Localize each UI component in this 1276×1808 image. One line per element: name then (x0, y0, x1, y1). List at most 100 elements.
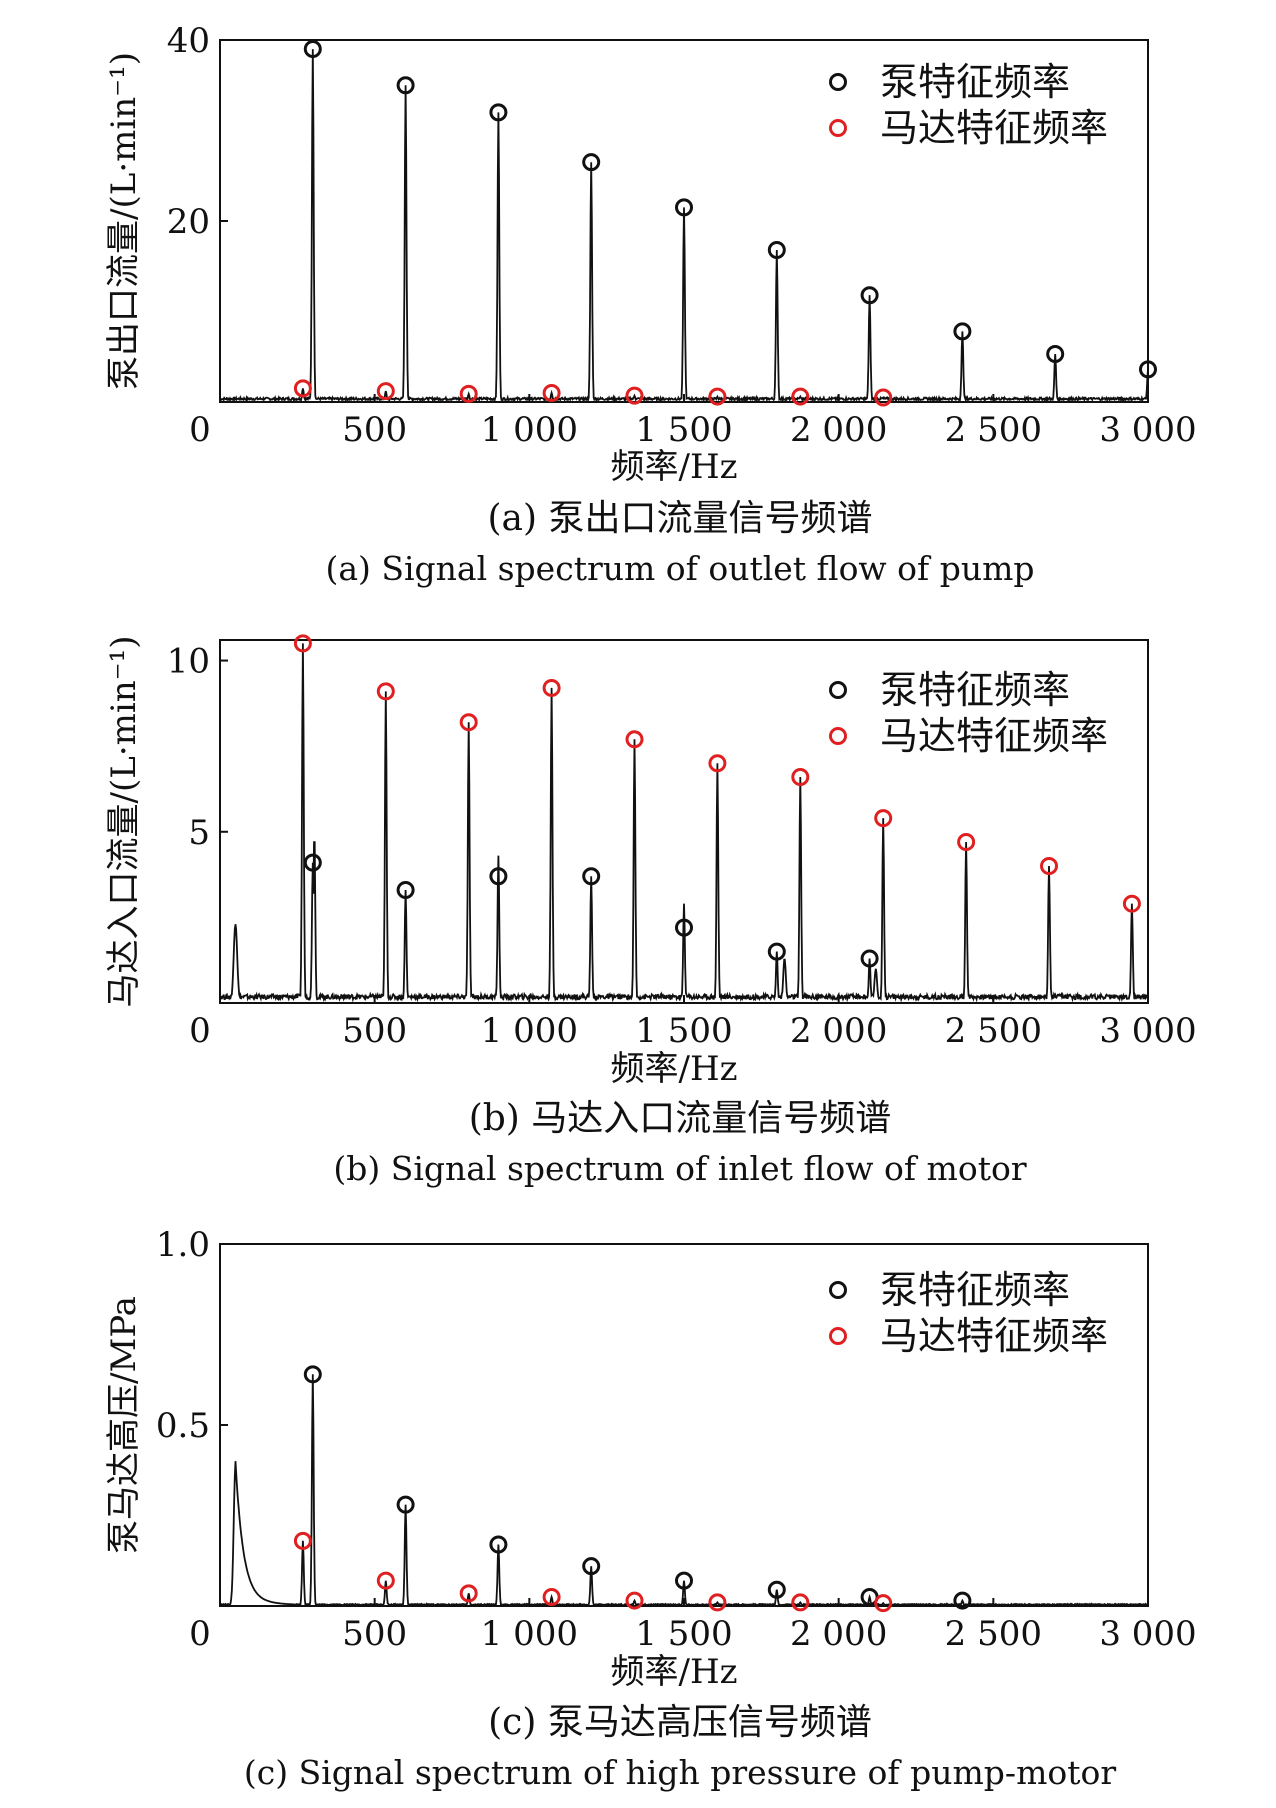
x-tick-label: 0 (189, 1614, 211, 1654)
spectrum-line (219, 49, 1149, 404)
pump-frequency-marker (303, 40, 322, 59)
x-tick-label: 0 (189, 1011, 211, 1051)
y-tick-label: 1.0 (156, 1225, 210, 1265)
legend-motor-marker (829, 1327, 847, 1345)
motor-frequency-marker (293, 379, 312, 398)
pump-frequency-marker (396, 880, 415, 899)
legend-motor-marker (829, 119, 847, 137)
x-tick-label: 2 500 (945, 410, 1042, 450)
x-tick-label: 500 (342, 1011, 407, 1051)
motor-frequency-marker (791, 387, 810, 406)
y-tick-label: 40 (167, 21, 210, 61)
pump-frequency-marker (767, 1580, 786, 1599)
motor-frequency-marker (376, 682, 395, 701)
x-tick-label: 1 500 (635, 410, 732, 450)
motor-frequency-marker (542, 383, 561, 402)
y-axis-title: 泵马达高压/MPa (104, 1296, 144, 1554)
motor-frequency-marker (874, 809, 893, 828)
legend-motor-label: 马达特征频率 (880, 1314, 1108, 1358)
x-axis-title: 频率/Hz (610, 1652, 737, 1692)
motor-frequency-marker (791, 1593, 810, 1612)
y-axis-title: 泵出口流量/(L·min⁻¹) (104, 52, 144, 390)
pump-frequency-marker (582, 867, 601, 886)
motor-frequency-marker (625, 1591, 644, 1610)
motor-frequency-marker (459, 384, 478, 403)
spectrum-line (219, 1374, 1149, 1608)
pump-frequency-marker (860, 949, 879, 968)
pump-frequency-marker (767, 942, 786, 961)
y-tick-label: 0.5 (156, 1406, 210, 1446)
x-tick-label: 1 000 (481, 1011, 578, 1051)
x-tick-label: 1 500 (635, 1614, 732, 1654)
motor-frequency-marker (293, 634, 312, 653)
motor-frequency-marker (376, 1571, 395, 1590)
motor-frequency-marker (542, 678, 561, 697)
legend-pump-marker (829, 73, 847, 91)
motor-frequency-marker (874, 1594, 893, 1613)
motor-frequency-marker (625, 386, 644, 405)
x-tick-label: 2 500 (945, 1011, 1042, 1051)
y-tick-label: 20 (167, 202, 210, 242)
legend-pump-label: 泵特征频率 (880, 1268, 1070, 1312)
x-axis-title: 频率/Hz (610, 1049, 737, 1089)
pump-frequency-marker (489, 103, 508, 122)
pump-frequency-marker (396, 1495, 415, 1514)
pump-frequency-marker (396, 76, 415, 95)
motor-frequency-marker (708, 754, 727, 773)
x-tick-label: 500 (342, 1614, 407, 1654)
pump-frequency-marker (582, 153, 601, 172)
x-axis-title: 频率/Hz (610, 447, 737, 487)
legend-pump-marker (829, 681, 847, 699)
motor-frequency-marker (708, 387, 727, 406)
spectrum-line (219, 643, 1149, 1003)
x-tick-label: 1 500 (635, 1011, 732, 1051)
chart-panel-c: 0 500 1 000 1 500 2 000 2 500 3 000 0.5 1.0 频率/Hz… (104, 1225, 1197, 1792)
caption-en: (b) Signal spectrum of inlet flow of mot… (333, 1149, 1026, 1188)
x-tick-label: 2 000 (790, 1614, 887, 1654)
motor-frequency-marker (376, 382, 395, 401)
pump-frequency-marker (489, 1535, 508, 1554)
caption-zh: (a) 泵出口流量信号频谱 (488, 498, 873, 539)
motor-frequency-marker (874, 388, 893, 407)
pump-frequency-marker (303, 853, 322, 872)
motor-frequency-marker (293, 1531, 312, 1550)
pump-frequency-marker (953, 322, 972, 341)
y-tick-label: 10 (167, 642, 210, 682)
x-tick-label: 0 (189, 410, 211, 450)
motor-frequency-marker (459, 1584, 478, 1603)
pump-frequency-marker (953, 1591, 972, 1610)
pump-frequency-marker (582, 1557, 601, 1576)
pump-frequency-marker (675, 198, 693, 217)
y-tick-label: 5 (188, 813, 210, 853)
x-tick-label: 500 (342, 410, 407, 450)
motor-frequency-marker (1122, 894, 1141, 913)
pump-frequency-marker (303, 1365, 322, 1384)
pump-frequency-marker (767, 240, 786, 259)
x-tick-label: 2 000 (790, 1011, 887, 1051)
x-tick-label: 2 500 (945, 1614, 1042, 1654)
caption-en: (c) Signal spectrum of high pressure of … (244, 1753, 1117, 1792)
y-axis-title: 马达入口流量/(L·min⁻¹) (104, 636, 144, 1008)
legend-motor-marker (829, 727, 847, 745)
pump-frequency-marker (1046, 345, 1065, 364)
legend-motor-label: 马达特征频率 (880, 714, 1108, 758)
pump-frequency-marker (675, 1571, 693, 1590)
pump-frequency-marker (860, 286, 879, 305)
pump-frequency-marker (489, 867, 508, 886)
caption-zh: (c) 泵马达高压信号频谱 (488, 1702, 872, 1743)
x-tick-label: 3 000 (1099, 410, 1196, 450)
motor-frequency-marker (708, 1593, 727, 1612)
chart-panel-b: 0 500 1 000 1 500 2 000 2 500 3 000 5 10 频率/Hz 马达入… (104, 634, 1197, 1188)
chart-panel-a: 0 500 1 000 1 500 2 000 2 500 3 000 20 40 频率/Hz 泵出… (104, 21, 1197, 588)
caption-en: (a) Signal spectrum of outlet flow of pu… (325, 549, 1034, 588)
x-tick-label: 1 000 (481, 410, 578, 450)
motor-frequency-marker (957, 833, 976, 852)
legend-motor-label: 马达特征频率 (880, 106, 1108, 150)
motor-frequency-marker (625, 730, 644, 749)
pump-frequency-marker (1139, 360, 1157, 379)
caption-zh: (b) 马达入口流量信号频谱 (469, 1098, 892, 1139)
legend-pump-label: 泵特征频率 (880, 60, 1070, 104)
legend-pump-label: 泵特征频率 (880, 668, 1070, 712)
motor-frequency-marker (459, 713, 478, 732)
